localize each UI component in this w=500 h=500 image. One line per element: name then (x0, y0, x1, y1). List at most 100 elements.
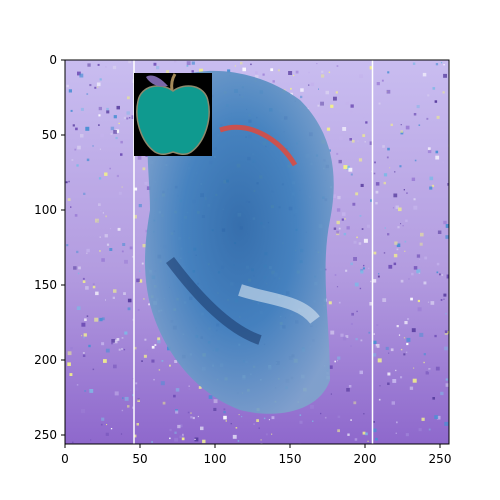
texture-speck (394, 171, 396, 173)
texture-speck (113, 130, 117, 134)
texture-speck (328, 149, 331, 152)
texture-speck (96, 82, 101, 87)
texture-speck (363, 413, 365, 415)
texture-speck (71, 159, 74, 161)
texture-speck (79, 73, 84, 78)
texture-speck (351, 312, 354, 316)
texture-speck (363, 238, 368, 243)
texture-speck (337, 195, 341, 200)
texture-speck (105, 215, 107, 218)
texture-speck (256, 419, 259, 422)
texture-speck (369, 141, 374, 145)
texture-speck (123, 116, 126, 119)
texture-speck (104, 234, 108, 238)
texture-speck (81, 322, 86, 327)
texture-speck (393, 253, 398, 258)
texture-speck (95, 218, 99, 223)
texture-speck (262, 73, 265, 76)
texture-speck (426, 117, 429, 120)
texture-speck (240, 61, 243, 65)
texture-speck (146, 186, 151, 190)
texture-speck (181, 437, 185, 441)
texture-speck (295, 70, 299, 74)
texture-speck (118, 191, 122, 195)
texture-speck (198, 386, 202, 389)
texture-speck (121, 250, 124, 253)
texture-speck (347, 433, 350, 436)
texture-speck (74, 148, 77, 151)
texture-speck (123, 292, 126, 295)
texture-speck (416, 269, 421, 274)
texture-speck (254, 75, 259, 79)
texture-speck (405, 433, 409, 437)
texture-speck (173, 394, 176, 398)
texture-speck (350, 104, 354, 108)
texture-speck (362, 267, 365, 270)
texture-speck (344, 218, 346, 220)
texture-speck (378, 102, 381, 105)
texture-speck (188, 388, 191, 390)
texture-speck (362, 116, 365, 119)
texture-speck (393, 193, 398, 198)
texture-speck (161, 360, 164, 362)
texture-speck (389, 167, 391, 169)
texture-speck (177, 424, 181, 429)
texture-speck (350, 419, 352, 421)
texture-speck (377, 358, 382, 363)
texture-speck (112, 65, 117, 70)
texture-speck (388, 264, 393, 269)
texture-speck (89, 389, 94, 393)
texture-speck (192, 416, 195, 420)
texture-speck (194, 438, 196, 440)
texture-speck (365, 432, 368, 436)
texture-speck (446, 274, 449, 279)
texture-speck (343, 165, 348, 170)
texture-speck (223, 408, 226, 411)
texture-speck (124, 396, 129, 401)
texture-speck (413, 266, 418, 270)
texture-speck (403, 189, 405, 191)
texture-speck (128, 60, 132, 64)
texture-speck (325, 90, 329, 95)
texture-speck (345, 269, 348, 272)
texture-speck (390, 348, 394, 352)
texture-speck (151, 359, 155, 363)
texture-speck (127, 405, 130, 408)
texture-speck (151, 345, 155, 349)
texture-speck (80, 134, 84, 138)
texture-speck (383, 252, 386, 254)
texture-speck (77, 272, 80, 275)
texture-speck (130, 389, 132, 392)
apple-icon (134, 73, 212, 156)
plot-frame (64, 59, 450, 445)
texture-speck (390, 123, 393, 126)
texture-speck (395, 205, 399, 209)
dog-highlight (238, 284, 320, 324)
texture-speck (166, 70, 169, 74)
texture-speck (141, 262, 144, 265)
texture-speck (434, 415, 439, 419)
texture-speck (101, 111, 103, 113)
texture-speck (85, 286, 89, 290)
texture-speck (378, 398, 381, 401)
texture-speck (77, 145, 81, 150)
texture-speck (444, 421, 449, 426)
texture-speck (242, 67, 246, 72)
y-tick-label: 200 (34, 353, 57, 367)
texture-speck (250, 63, 252, 66)
texture-speck (113, 364, 117, 369)
texture-speck (419, 242, 423, 246)
texture-speck (175, 410, 179, 414)
texture-speck (373, 333, 375, 335)
texture-speck (288, 71, 293, 75)
texture-speck (420, 232, 424, 237)
texture-speck (133, 214, 137, 219)
texture-speck (341, 218, 344, 221)
texture-speck (369, 66, 373, 70)
x-tick-label: 0 (61, 452, 69, 466)
texture-speck (436, 262, 440, 266)
texture-speck (253, 423, 255, 425)
texture-speck (116, 338, 120, 341)
texture-speck (121, 409, 124, 412)
